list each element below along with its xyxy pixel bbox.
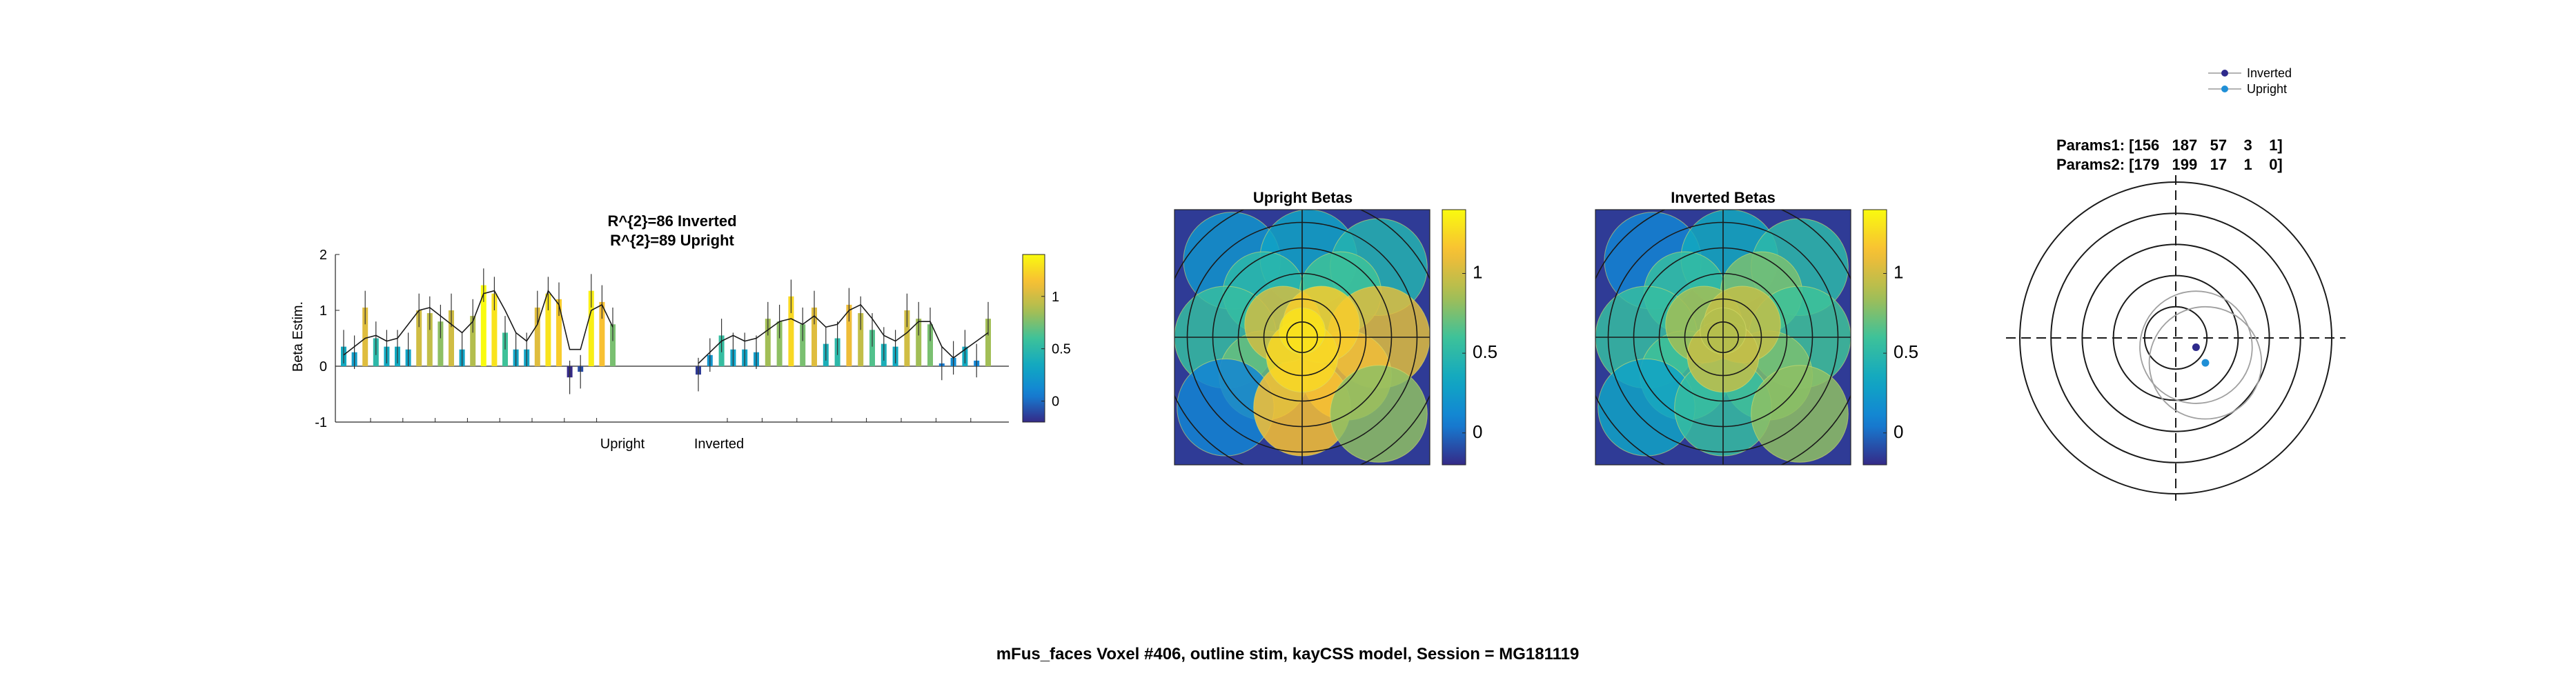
upright-bar [449,310,454,366]
upright-bar [556,299,562,366]
upright-bar [437,321,444,366]
inverted-betas-colorbar: 00.51 [1862,209,1918,466]
colorbar-tick-label: 0 [1052,394,1059,410]
beta-chart-axes: -1 0 1 2 [315,248,1009,430]
colorbar-tick-label: 0.5 [1894,341,1918,362]
upright-betas-heatmap [1174,209,1430,466]
upright-fit-line [343,289,613,356]
upright-bar [362,307,368,366]
inverted-betas-heatmap [1595,209,1851,466]
prf-outline-upright [2148,306,2263,420]
upright-bar [470,316,476,366]
upright-bar [491,293,498,366]
inverted-bar [985,319,991,366]
colorbar-tick-label: 1 [1894,262,1903,283]
legend-marker-upright [2221,86,2228,92]
beta-chart-ytick-label: 1 [319,303,327,319]
prf-plot: Inverted Upright Params1: [156 187 57 3 … [2006,65,2346,501]
beta-chart-bars [341,268,991,394]
inverted-bar [927,324,933,366]
inverted-bar [788,296,794,366]
upright-bar [599,301,605,366]
prf-circle [1751,365,1849,463]
beta-chart-title-line2: R^{2}=89 Upright [610,232,734,249]
map-circles [1595,210,1851,465]
prf-center-upright [2201,359,2210,367]
beta-chart-ytick-label: -1 [315,415,327,430]
legend-label-upright: Upright [2247,82,2287,96]
upright-bar [545,293,551,366]
colorbar-tick-label: 0.5 [1473,341,1497,362]
upright-bar [426,313,433,366]
beta-chart: R^{2}=86 Inverted R^{2}=89 Upright Beta … [291,212,1071,452]
legend-marker-inverted [2221,70,2228,77]
prf-polar-axes [2006,175,2346,501]
inverted-fit-line [698,303,989,364]
upright-betas-title: Upright Betas [1253,189,1353,206]
colorbar-tick-label: 0 [1473,421,1482,442]
upright-betas-colorbar: 00.51 [1442,209,1497,466]
figure-suptitle: mFus_faces Voxel #406, outline stim, kay… [996,645,1580,663]
inverted-bar [858,313,864,366]
inverted-bar [812,307,817,366]
colorbar-tick-label: 0 [1894,421,1903,442]
map-circles [1174,210,1430,465]
beta-chart-ytick-label: 2 [319,248,327,263]
colorbar-tick-label: 1 [1473,262,1482,283]
upright-bar [416,310,422,366]
beta-chart-colorbar: 00.51 [1022,254,1071,423]
inverted-bar [916,319,922,366]
colorbar-gradient-bar [1022,254,1045,423]
group-label-upright: Upright [600,437,645,452]
params2-line: Params2: [179 199 17 1 0] [2056,156,2283,173]
upright-bar [534,307,540,366]
colorbar-tick-label: 1 [1052,290,1059,305]
colorbar-gradient-bar [1442,209,1466,466]
inverted-bar [765,319,771,366]
colorbar-gradient-bar [1862,209,1887,466]
legend-box [2203,65,2288,98]
legend-label-inverted: Inverted [2247,66,2292,80]
inverted-betas-title: Inverted Betas [1671,189,1776,206]
upright-betas-map: Upright Betas 00.51 [1174,189,1497,466]
inverted-bar [904,310,910,366]
prf-circle [1330,365,1428,463]
params1-line: Params1: [156 187 57 3 1] [2056,137,2283,154]
beta-chart-ylabel: Beta Estim. [291,301,306,372]
beta-chart-title-line1: R^{2}=86 Inverted [607,212,736,230]
inverted-bar [869,330,875,366]
inverted-betas-map: Inverted Betas 00.51 [1595,189,1918,466]
colorbar-tick-label: 0.5 [1052,342,1071,357]
prf-center-inverted [2192,343,2200,352]
beta-chart-ytick-label: 0 [319,359,327,374]
map-frame [1595,209,1851,466]
prf-outline-inverted [2139,290,2253,404]
prf-legend: Inverted Upright [2203,65,2292,98]
inverted-bar [846,304,852,366]
inverted-bar [800,324,806,366]
inverted-bar [776,321,783,366]
upright-bar [588,290,594,366]
map-frame [1174,209,1430,466]
upright-bar [610,324,616,366]
upright-bar [480,285,486,366]
group-label-inverted: Inverted [694,437,744,452]
